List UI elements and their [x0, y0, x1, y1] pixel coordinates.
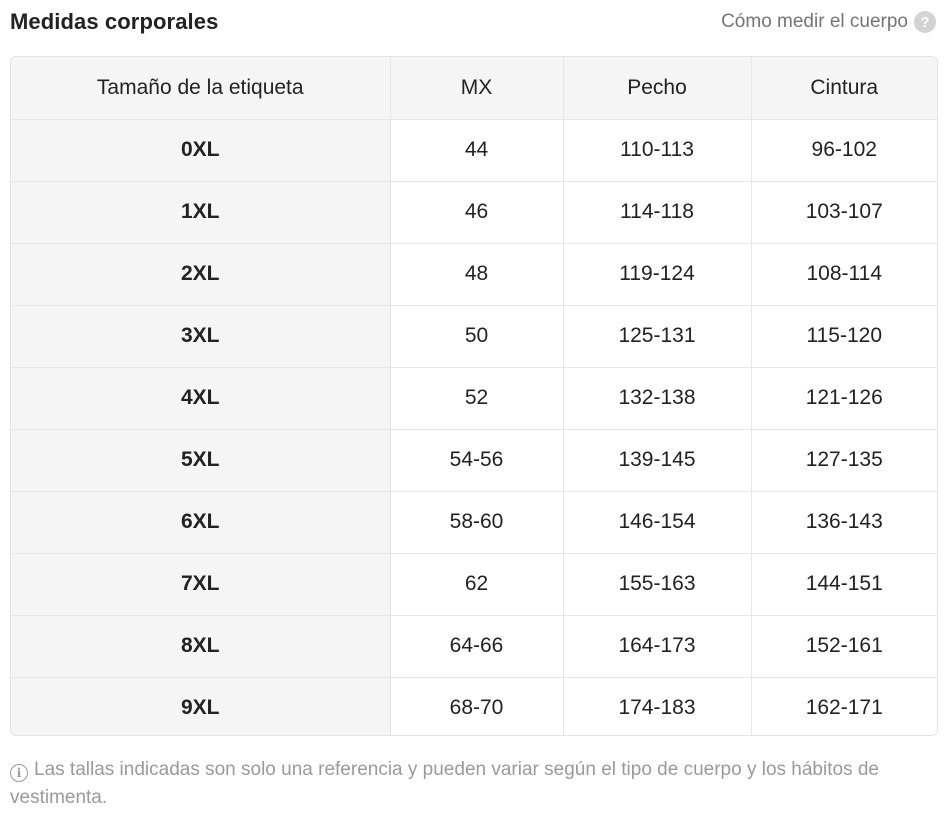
- waist-cell: 136-143: [751, 491, 937, 554]
- table-row: 4XL 52 132-138 121-126: [11, 367, 937, 430]
- mx-cell: 50: [390, 305, 564, 368]
- chest-cell: 164-173: [563, 615, 752, 678]
- column-header-mx: MX: [390, 57, 564, 120]
- waist-cell: 144-151: [751, 553, 937, 616]
- chest-cell: 114-118: [563, 181, 752, 244]
- mx-cell: 54-56: [390, 429, 564, 492]
- size-label-cell: 9XL: [11, 677, 391, 735]
- waist-cell: 96-102: [751, 119, 937, 182]
- table-row: 1XL 46 114-118 103-107: [11, 181, 937, 244]
- table-row: 7XL 62 155-163 144-151: [11, 553, 937, 616]
- waist-cell: 103-107: [751, 181, 937, 244]
- mx-cell: 58-60: [390, 491, 564, 554]
- table-row: 0XL 44 110-113 96-102: [11, 119, 937, 182]
- disclaimer-text: Las tallas indicadas son solo una refere…: [10, 759, 879, 808]
- size-label-cell: 5XL: [11, 429, 391, 492]
- mx-cell: 44: [390, 119, 564, 182]
- column-header-chest: Pecho: [563, 57, 752, 120]
- chest-cell: 155-163: [563, 553, 752, 616]
- column-header-label-size: Tamaño de la etiqueta: [11, 57, 391, 120]
- waist-cell: 127-135: [751, 429, 937, 492]
- mx-cell: 62: [390, 553, 564, 616]
- waist-cell: 108-114: [751, 243, 937, 306]
- info-circle-icon: i: [10, 764, 28, 782]
- table-row: 2XL 48 119-124 108-114: [11, 243, 937, 306]
- table-row: 6XL 58-60 146-154 136-143: [11, 491, 937, 554]
- mx-cell: 46: [390, 181, 564, 244]
- chest-cell: 125-131: [563, 305, 752, 368]
- chest-cell: 139-145: [563, 429, 752, 492]
- chest-cell: 146-154: [563, 491, 752, 554]
- table-row: 3XL 50 125-131 115-120: [11, 305, 937, 368]
- table-header-row: Tamaño de la etiqueta MX Pecho Cintura: [11, 57, 937, 120]
- chest-cell: 174-183: [563, 677, 752, 735]
- section-header: Medidas corporales Cómo medir el cuerpo …: [10, 0, 936, 44]
- size-label-cell: 7XL: [11, 553, 391, 616]
- column-header-waist: Cintura: [751, 57, 937, 120]
- page-title: Medidas corporales: [10, 9, 219, 34]
- size-label-cell: 4XL: [11, 367, 391, 430]
- waist-cell: 162-171: [751, 677, 937, 735]
- mx-cell: 68-70: [390, 677, 564, 735]
- size-label-cell: 2XL: [11, 243, 391, 306]
- size-table: Tamaño de la etiqueta MX Pecho Cintura 0…: [11, 57, 937, 735]
- waist-cell: 152-161: [751, 615, 937, 678]
- chest-cell: 132-138: [563, 367, 752, 430]
- how-to-measure-label: Cómo medir el cuerpo: [721, 11, 908, 32]
- table-row: 9XL 68-70 174-183 162-171: [11, 677, 937, 735]
- mx-cell: 64-66: [390, 615, 564, 678]
- question-circle-icon[interactable]: ?: [914, 11, 936, 33]
- mx-cell: 48: [390, 243, 564, 306]
- size-disclaimer-note: i Las tallas indicadas son solo una refer…: [10, 756, 910, 812]
- size-label-cell: 3XL: [11, 305, 391, 368]
- chest-cell: 119-124: [563, 243, 752, 306]
- size-label-cell: 0XL: [11, 119, 391, 182]
- table-row: 5XL 54-56 139-145 127-135: [11, 429, 937, 492]
- size-label-cell: 1XL: [11, 181, 391, 244]
- size-label-cell: 6XL: [11, 491, 391, 554]
- waist-cell: 121-126: [751, 367, 937, 430]
- chest-cell: 110-113: [563, 119, 752, 182]
- waist-cell: 115-120: [751, 305, 937, 368]
- mx-cell: 52: [390, 367, 564, 430]
- table-row: 8XL 64-66 164-173 152-161: [11, 615, 937, 678]
- size-label-cell: 8XL: [11, 615, 391, 678]
- how-to-measure-link[interactable]: Cómo medir el cuerpo ?: [721, 11, 936, 33]
- size-chart-table: Tamaño de la etiqueta MX Pecho Cintura 0…: [10, 56, 938, 736]
